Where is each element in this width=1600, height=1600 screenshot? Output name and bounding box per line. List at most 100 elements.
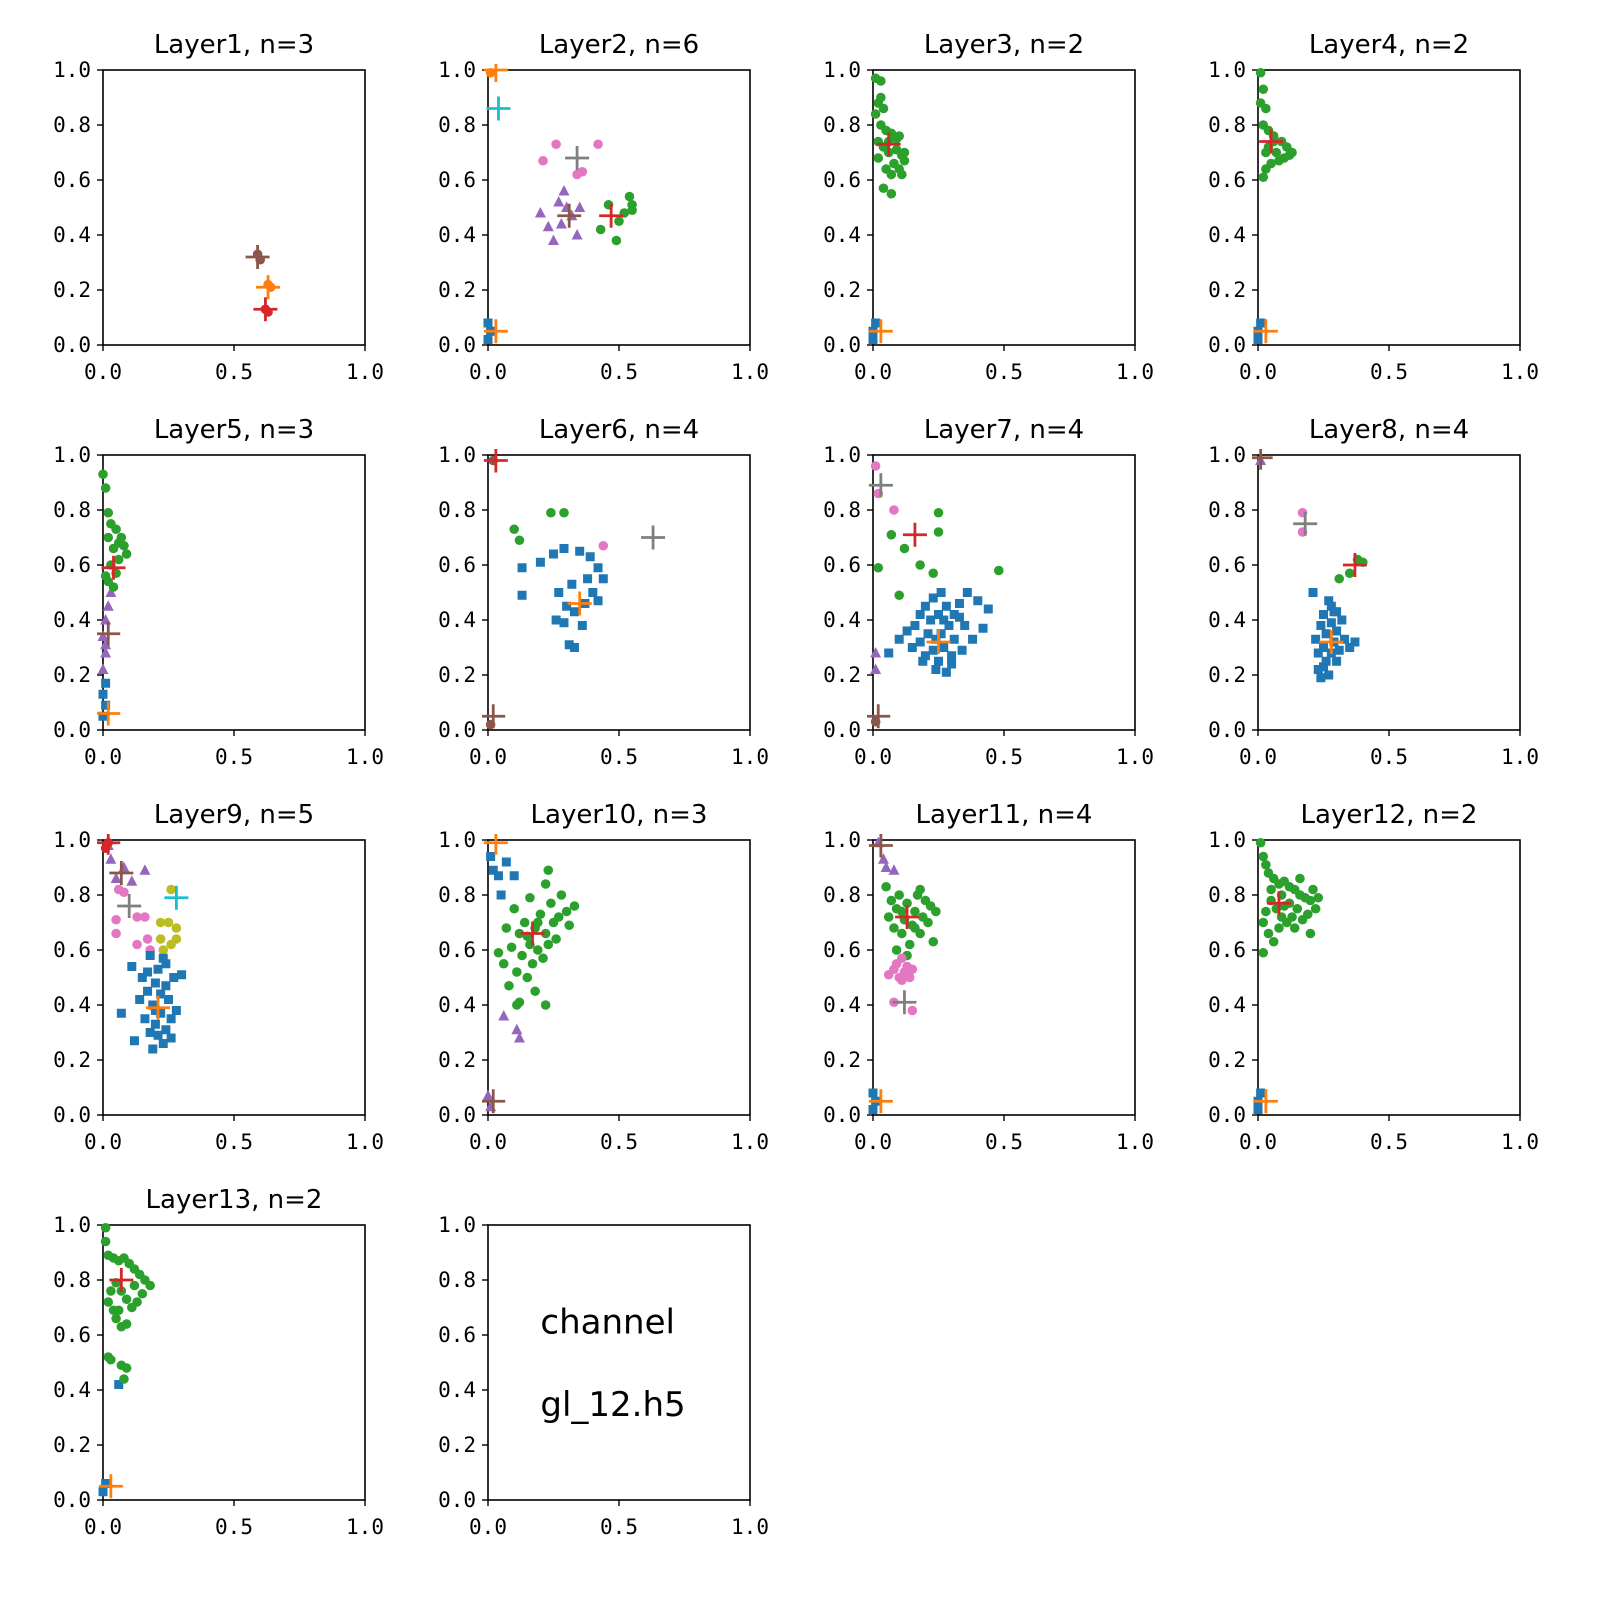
data-point-cluster-blue	[588, 588, 598, 597]
plot-area	[97, 469, 132, 726]
centroid-marker	[876, 132, 901, 157]
data-point-cluster-blue	[483, 335, 493, 344]
data-point-cluster-pink	[111, 914, 121, 925]
y-tick-label: 1.0	[1208, 443, 1246, 467]
data-point-cluster-green	[108, 582, 119, 592]
data-point-cluster-pink	[142, 934, 153, 944]
data-point-cluster-green	[546, 507, 556, 518]
data-point-cluster-blue	[98, 1487, 108, 1497]
data-point-cluster-pink	[119, 887, 129, 898]
data-point-cluster-green	[551, 934, 561, 944]
y-tick-label: 1.0	[438, 1213, 476, 1237]
data-point-cluster-blue	[868, 1105, 878, 1114]
data-point-cluster-blue	[549, 549, 558, 559]
data-point-cluster-green	[1274, 923, 1284, 933]
y-tick-label: 0.0	[438, 333, 476, 357]
plot-frame	[487, 69, 751, 346]
data-point-cluster-blue	[148, 1044, 158, 1054]
x-tick-label: 1.0	[731, 360, 769, 384]
data-point-cluster-green	[1305, 928, 1316, 939]
data-point-cluster-blue	[488, 865, 498, 875]
y-tick-label: 1.0	[438, 58, 476, 82]
data-point-cluster-green	[100, 1236, 111, 1247]
data-point-cluster-purple	[880, 861, 892, 872]
y-tick-label: 1.0	[823, 828, 861, 852]
x-tick-label: 0.0	[84, 1515, 122, 1539]
data-point-cluster-blue	[1319, 610, 1328, 619]
x-tick-label: 0.0	[84, 1130, 122, 1154]
centroid-marker	[926, 630, 951, 654]
data-point-cluster-green	[899, 155, 910, 166]
subplot-title: Layer6, n=4	[539, 415, 699, 445]
data-point-cluster-green	[1266, 884, 1276, 895]
data-point-cluster-purple	[555, 218, 567, 229]
data-point-cluster-green	[525, 892, 535, 903]
data-point-cluster-blue	[127, 962, 137, 971]
data-point-cluster-green	[106, 1354, 116, 1365]
y-tick-label: 1.0	[1208, 58, 1246, 82]
y-tick-label: 0.8	[823, 113, 861, 137]
data-point-cluster-green	[889, 923, 899, 933]
data-point-cluster-blue	[949, 610, 959, 619]
data-point-cluster-green	[498, 958, 509, 969]
centroid-marker	[868, 473, 893, 498]
data-point-cluster-blue	[535, 557, 545, 567]
y-tick-label: 0.6	[438, 168, 476, 192]
y-tick-label: 1.0	[438, 443, 476, 467]
y-tick-label: 1.0	[53, 828, 91, 852]
plot-frame	[1257, 69, 1521, 346]
data-point-cluster-purple	[534, 207, 546, 218]
centroid-marker	[599, 203, 624, 228]
data-point-cluster-green	[113, 554, 124, 565]
data-point-cluster-green	[519, 917, 530, 928]
data-point-cluster-green	[915, 884, 925, 895]
data-point-cluster-blue	[934, 610, 943, 619]
data-point-cluster-blue	[483, 318, 493, 328]
data-point-cluster-blue	[135, 995, 145, 1004]
subplot-14: 0.0 0.5 1.0 0.0 0.2 0.4 0.6 0.8 1.0 channel gl_12.…	[438, 1213, 769, 1539]
x-tick-label: 0.5	[985, 1130, 1023, 1154]
data-point-cluster-green	[121, 549, 132, 559]
centroid-marker	[867, 704, 891, 729]
y-tick-label: 0.4	[53, 1378, 91, 1402]
subplot-2: Layer2, n=6 0.0 0.5 1.0 0.0 0.2 0.4 0.6 0.8 1.0	[438, 30, 769, 384]
plot-area	[868, 73, 910, 344]
data-point-cluster-green	[535, 909, 546, 920]
data-point-cluster-green	[1310, 903, 1321, 914]
data-point-cluster-green	[883, 912, 894, 922]
data-point-cluster-blue	[164, 995, 173, 1004]
data-point-cluster-yellow	[163, 917, 174, 928]
data-point-cluster-blue	[939, 643, 949, 652]
data-point-cluster-blue	[947, 651, 957, 661]
data-point-cluster-blue	[928, 593, 938, 603]
data-point-cluster-green	[878, 103, 889, 114]
data-point-cluster-green	[878, 183, 889, 194]
data-point-cluster-blue	[936, 629, 946, 639]
centroid-marker	[483, 834, 508, 855]
y-tick-label: 0.6	[823, 553, 861, 577]
data-point-cluster-blue	[501, 857, 511, 867]
data-point-cluster-green	[1289, 923, 1300, 933]
y-tick-label: 0.0	[53, 1488, 91, 1512]
data-point-cluster-purple	[97, 663, 109, 674]
plot-frame	[1257, 454, 1521, 731]
data-point-cluster-green	[564, 920, 575, 931]
subplot-9: Layer9, n=5 0.0 0.5 1.0 0.0 0.2 0.4 0.6 0.8 1.0	[53, 800, 384, 1154]
data-point-cluster-blue	[868, 1088, 878, 1098]
x-tick-label: 0.0	[854, 360, 892, 384]
centroid-marker	[117, 894, 142, 918]
data-point-cluster-blue	[161, 959, 171, 969]
data-point-cluster-blue	[902, 626, 912, 636]
data-point-cluster-purple	[126, 875, 138, 886]
data-point-cluster-blue	[884, 648, 894, 658]
subplot-8: Layer8, n=4 0.0 0.5 1.0 0.0 0.2 0.4 0.6 0.8 1.0	[1208, 415, 1539, 769]
data-point-cluster-green	[145, 1280, 155, 1291]
y-tick-label: 0.2	[438, 663, 476, 687]
data-point-cluster-blue	[509, 871, 519, 881]
data-point-cluster-yellow	[155, 934, 166, 944]
data-point-cluster-green	[933, 507, 944, 518]
data-point-cluster-green	[527, 958, 538, 969]
data-point-cluster-green	[540, 879, 551, 889]
data-point-cluster-blue	[947, 659, 957, 669]
y-tick-label: 0.2	[438, 278, 476, 302]
